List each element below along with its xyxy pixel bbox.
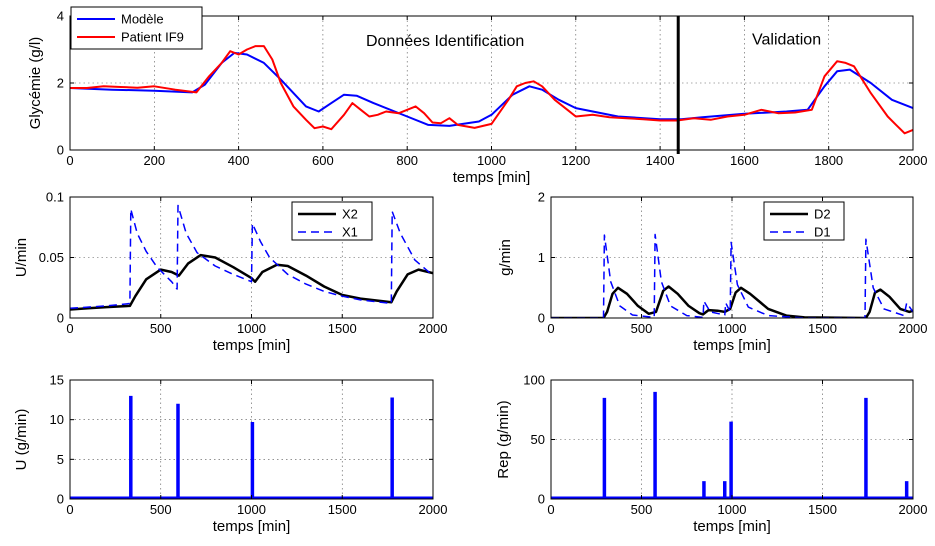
x-tick-label: 2000: [419, 321, 448, 336]
x-tick-label: 2000: [899, 502, 928, 517]
y-tick-label: 0: [57, 492, 64, 507]
legend-box: [763, 201, 845, 241]
legend-label: X2: [342, 207, 358, 222]
y-axis-label: g/min: [497, 239, 514, 276]
x-tick-label: 1000: [477, 153, 506, 168]
y-axis-label: U/min: [13, 238, 30, 277]
legend-box: [291, 201, 373, 241]
plot-area: [70, 45, 913, 135]
annotation-text: Données Identification: [366, 33, 524, 50]
legend-label: Patient IF9: [121, 30, 184, 45]
x-tick-label: 2000: [419, 502, 448, 517]
series-line-x1: [70, 204, 433, 310]
y-tick-label: 0: [538, 311, 545, 326]
x-axis-label: temps [min]: [693, 337, 771, 354]
x-axis-label: temps [min]: [453, 169, 531, 186]
x-tick-label: 500: [631, 502, 653, 517]
y-tick-label: 10: [50, 412, 64, 427]
series-line-d1: [551, 233, 913, 318]
y-tick-label: 5: [57, 452, 64, 467]
chart-meals: 0 500 1000 1500 2000 0 50 100 temps [min] Rep (g/…: [495, 373, 927, 536]
y-tick-label: 100: [523, 373, 545, 388]
x-tick-label: 800: [396, 153, 418, 168]
x-tick-label: 1000: [718, 321, 747, 336]
plot-area: [551, 233, 913, 318]
legend: Modèle Patient IF9: [70, 6, 203, 50]
x-tick-label: 1800: [814, 153, 843, 168]
x-tick-label: 1000: [718, 502, 747, 517]
annotation-text: Validation: [752, 31, 821, 48]
x-tick-label: 0: [66, 502, 73, 517]
x-tick-label: 0: [547, 321, 554, 336]
x-tick-label: 1400: [646, 153, 675, 168]
x-tick-label: 500: [631, 321, 653, 336]
plot-area: [70, 204, 433, 311]
x-tick-label: 2000: [899, 153, 928, 168]
x-axis-label: temps [min]: [213, 337, 291, 354]
y-tick-label: 0.1: [46, 190, 64, 205]
chart-glycemia: Données Identification Validation 0 200 400 6…: [27, 6, 928, 186]
y-tick-label: 15: [50, 373, 64, 388]
x-tick-label: 500: [150, 321, 172, 336]
y-tick-label: 4: [57, 9, 64, 24]
legend-box: [70, 6, 203, 50]
y-tick-label: 0: [57, 143, 64, 158]
y-axis-label: U (g/min): [13, 409, 30, 471]
x-tick-label: 500: [150, 502, 172, 517]
x-tick-label: 2000: [899, 321, 928, 336]
x-tick-label: 1500: [808, 502, 837, 517]
legend-label: X1: [342, 225, 358, 240]
series-line-patient-if9: [70, 45, 913, 135]
chart-insulin-compartments: 0 500 1000 1500 2000 0 0.05 0.1 temps [min] U/min…: [13, 190, 447, 355]
x-axis-label: temps [min]: [213, 518, 291, 535]
x-tick-label: 600: [312, 153, 334, 168]
x-tick-label: 1600: [730, 153, 759, 168]
y-tick-label: 2: [538, 190, 545, 205]
y-tick-label: 1: [538, 250, 545, 265]
x-tick-label: 1500: [808, 321, 837, 336]
legend-label: D1: [814, 225, 831, 240]
x-tick-label: 1500: [328, 502, 357, 517]
y-tick-label: 0: [57, 311, 64, 326]
y-axis-label: Glycémie (g/l): [27, 37, 44, 130]
y-tick-label: 2: [57, 76, 64, 91]
x-tick-label: 1000: [237, 502, 266, 517]
x-tick-label: 0: [66, 321, 73, 336]
y-tick-label: 50: [531, 432, 545, 447]
x-tick-label: 0: [66, 153, 73, 168]
x-tick-label: 1000: [237, 321, 266, 336]
x-tick-label: 1200: [561, 153, 590, 168]
y-tick-label: 0: [538, 492, 545, 507]
series-line-d2: [551, 285, 913, 318]
x-tick-label: 400: [228, 153, 250, 168]
x-tick-label: 1500: [328, 321, 357, 336]
legend-label: D2: [814, 207, 831, 222]
legend-label: Modèle: [121, 12, 164, 27]
y-axis-label: Rep (g/min): [495, 400, 512, 478]
x-axis-label: temps [min]: [693, 518, 771, 535]
x-tick-label: 0: [547, 502, 554, 517]
plot-area: [70, 395, 433, 499]
chart-insulin-boluses: 0 500 1000 1500 2000 0 5 10 15 temps [min] U (g/mi…: [13, 373, 447, 536]
x-tick-label: 200: [143, 153, 165, 168]
y-tick-label: 0.05: [39, 250, 64, 265]
